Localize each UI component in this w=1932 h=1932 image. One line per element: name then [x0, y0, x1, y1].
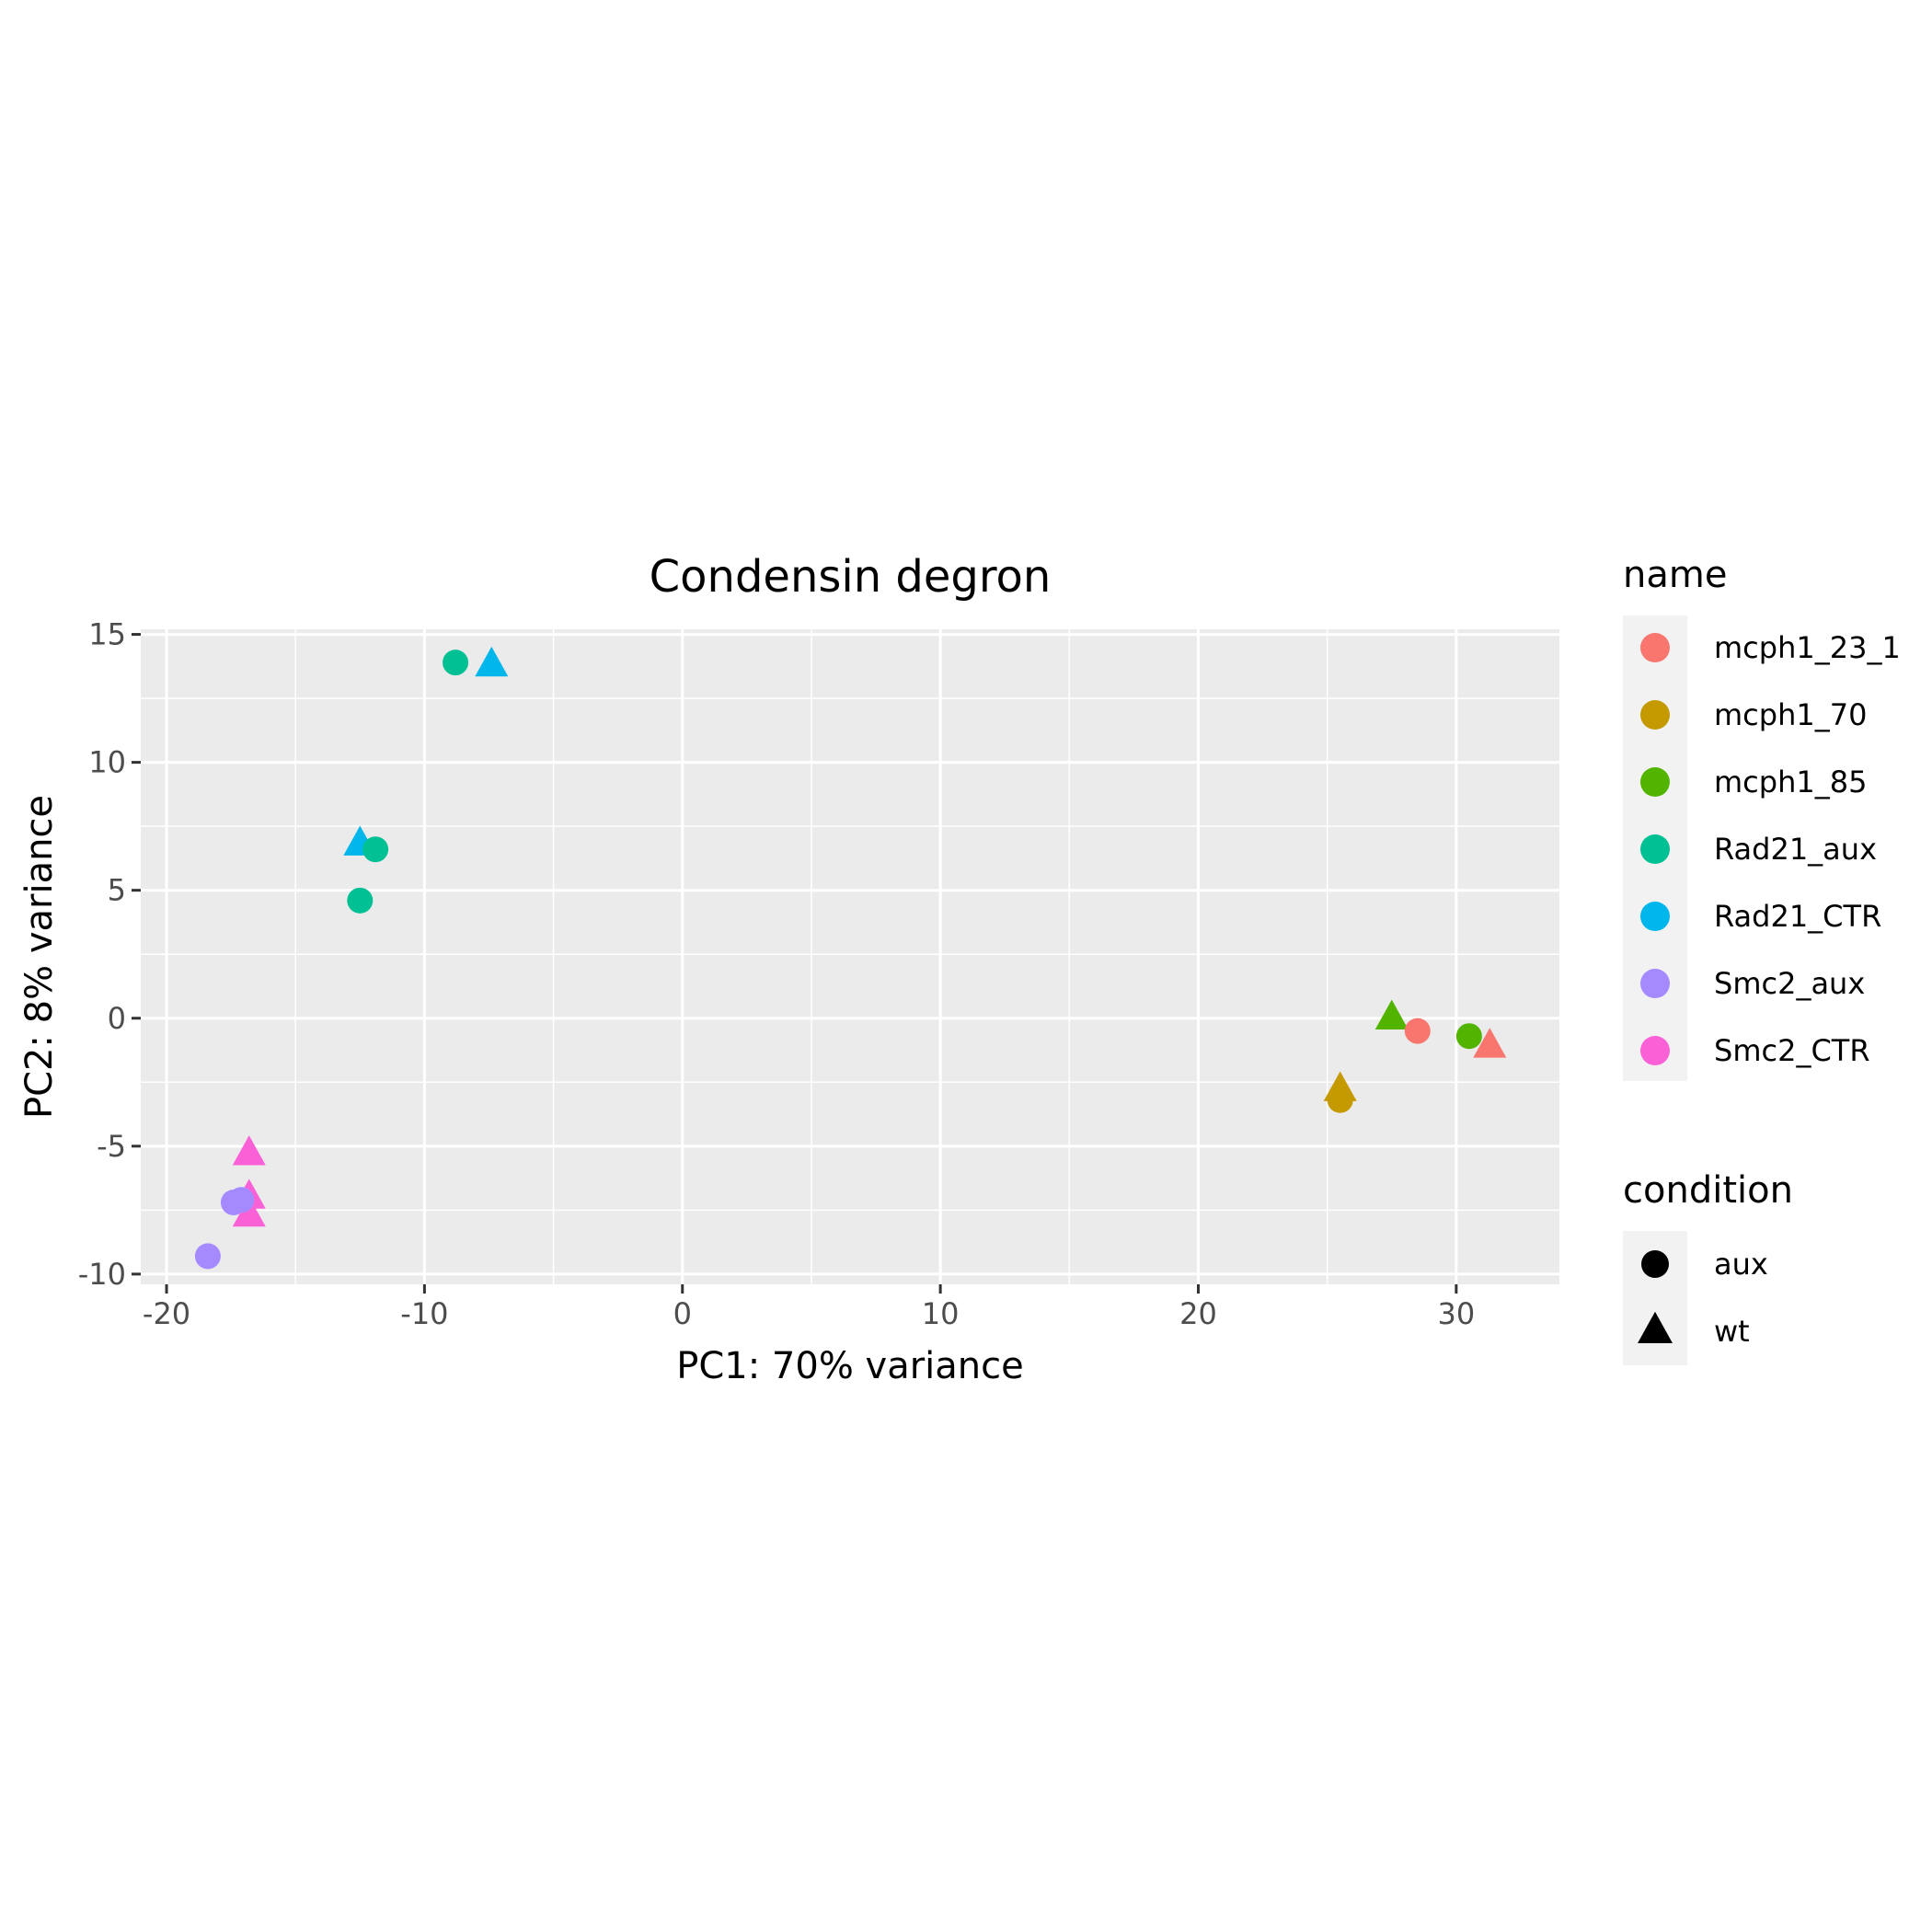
y-tick-label: 5: [108, 873, 126, 908]
legend-name-key: [1640, 700, 1670, 730]
legend-name-label: Rad21_aux: [1714, 832, 1877, 867]
data-point-circle: [1455, 1023, 1482, 1050]
data-points: [194, 646, 1507, 1270]
legend-condition-key-triangle: [1638, 1311, 1673, 1343]
data-point-circle: [1327, 1087, 1353, 1113]
legend-condition-key-circle: [1641, 1250, 1669, 1278]
legend-name-key: [1640, 902, 1670, 931]
grid-lines: [141, 629, 1559, 1284]
legend-name-label: Smc2_aux: [1714, 966, 1865, 1001]
legend-name-key: [1640, 969, 1670, 998]
data-point-triangle: [1473, 1028, 1507, 1058]
legend-name-key: [1640, 834, 1670, 864]
legend-condition-label: aux: [1714, 1247, 1768, 1282]
data-point-triangle: [1374, 999, 1409, 1030]
y-tick-label: 10: [88, 745, 126, 780]
x-tick-label: -10: [400, 1296, 448, 1331]
legend-name-label: mcph1_23_1: [1714, 630, 1901, 665]
data-point-circle: [362, 836, 389, 863]
y-tick-label: -10: [78, 1257, 126, 1292]
x-tick-label: -20: [143, 1296, 190, 1331]
x-tick-label: 10: [922, 1296, 960, 1331]
x-tick-label: 20: [1179, 1296, 1217, 1331]
x-tick-label: 0: [673, 1296, 692, 1331]
chart-title: Condensin degron: [650, 551, 1052, 603]
y-tick-label: -5: [97, 1129, 126, 1164]
x-tick-label: 30: [1437, 1296, 1475, 1331]
data-point-triangle: [475, 646, 509, 677]
data-point-circle: [347, 887, 374, 914]
legend-name-key: [1640, 633, 1670, 662]
data-point-circle: [228, 1187, 255, 1213]
legend-condition: condition aux wt: [1623, 1169, 1793, 1365]
y-tick-label: 0: [108, 1001, 126, 1036]
legend-name-title: name: [1623, 554, 1727, 596]
plot-panel: [141, 629, 1559, 1284]
y-axis-title: PC2: 8% variance: [18, 795, 61, 1119]
legend-name-label: mcph1_70: [1714, 697, 1867, 732]
legend-name: name mcph1_23_1 mcph1_70 mcph1_85 Rad21_aux…: [1623, 554, 1901, 1081]
data-point-circle: [443, 650, 469, 676]
legend-name-label: Rad21_CTR: [1714, 899, 1881, 934]
data-point-triangle: [232, 1196, 266, 1227]
y-tick-label: 15: [88, 617, 126, 652]
legend-name-key: [1640, 767, 1670, 797]
axes: -20 -10 0 10 20 30 -10 -5 0 5 10 15: [78, 617, 1475, 1331]
x-axis-title: PC1: 70% variance: [676, 1345, 1024, 1387]
data-point-circle: [194, 1243, 221, 1270]
data-point-circle: [1404, 1018, 1431, 1044]
legend-name-label: Smc2_CTR: [1714, 1033, 1870, 1068]
legend-condition-label: wt: [1714, 1314, 1750, 1349]
legend-name-key: [1640, 1036, 1670, 1065]
legend-name-label: mcph1_85: [1714, 765, 1867, 799]
data-point-triangle: [232, 1135, 266, 1166]
legend-condition-title: condition: [1623, 1169, 1793, 1212]
